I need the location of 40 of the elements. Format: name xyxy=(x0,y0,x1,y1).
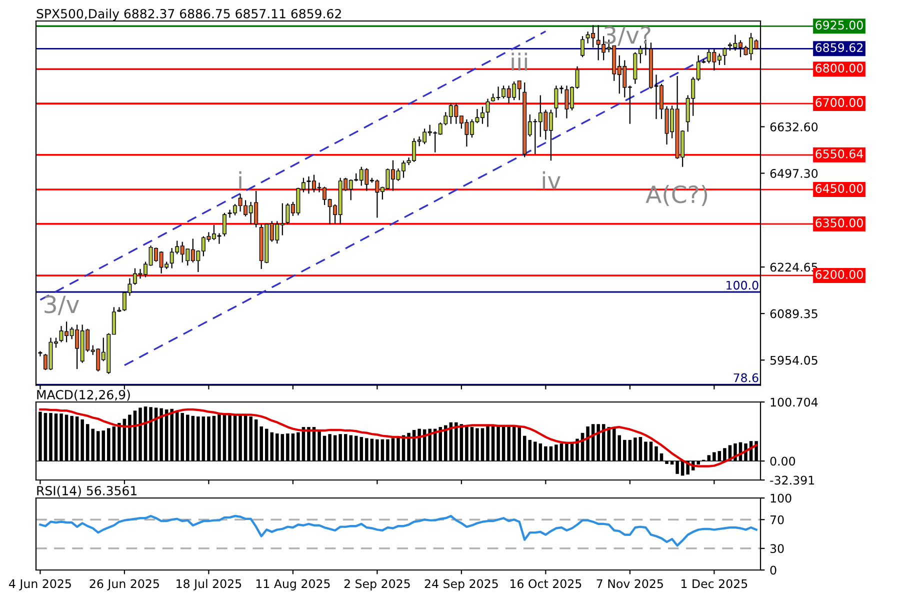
annotation: 78.6 xyxy=(734,373,758,382)
x-tick-label: 1 Dec 2025 xyxy=(682,579,748,588)
x-tick-label: 11 Aug 2025 xyxy=(256,579,330,590)
x-tick-label: 16 Oct 2025 xyxy=(510,579,582,588)
y-tick-label: 0 xyxy=(770,566,776,575)
x-tick-label: 26 Jun 2025 xyxy=(90,579,159,590)
y-tick-label: 30 xyxy=(770,544,784,554)
y-tick-label: 6497.30 xyxy=(770,168,818,178)
ref-line-label: 6859.62 xyxy=(816,43,862,52)
ref-line-label: 6925.00 xyxy=(816,20,863,30)
x-tick-label: 7 Nov 2025 xyxy=(596,579,663,588)
chart-title: MACD(12,26,9) xyxy=(37,390,130,401)
y-tick-label: 0.00 xyxy=(770,456,796,466)
y-tick-label: 6632.60 xyxy=(770,122,818,132)
ref-line-label: 6800.00 xyxy=(816,64,863,73)
annotation: A(C?) xyxy=(646,184,708,206)
annotation: iii xyxy=(512,52,527,71)
ref-line-label: 6350.00 xyxy=(816,218,863,228)
annotation: iv xyxy=(542,171,561,190)
x-tick-label: 2 Sep 2025 xyxy=(344,579,410,590)
ref-line-label: 6200.00 xyxy=(816,270,863,279)
annotation: 100.0 xyxy=(726,280,758,290)
y-tick-label: 6224.65 xyxy=(770,262,818,272)
y-tick-label: 70 xyxy=(770,515,784,524)
x-tick-label: 18 Jul 2025 xyxy=(176,579,242,590)
annotation: 3/v? xyxy=(604,26,650,46)
y-tick-label: 6089.35 xyxy=(770,309,818,318)
annotation: 3/v xyxy=(44,295,80,316)
ref-line-label: 6550.64 xyxy=(816,149,863,158)
y-tick-label: -32.391 xyxy=(770,476,814,485)
y-tick-label: 100.704 xyxy=(770,398,818,407)
chart-title: SPX500,Daily 6882.37 6886.75 6857.11 6859.62 xyxy=(36,8,341,21)
chart-title: RSI(14) 56.3561 xyxy=(37,486,136,497)
y-tick-label: 100 xyxy=(770,494,792,503)
x-tick-label: 24 Sep 2025 xyxy=(424,579,498,590)
ref-line-label: 6450.00 xyxy=(816,184,863,193)
ref-line-label: 6700.00 xyxy=(816,98,863,107)
y-tick-label: 5954.05 xyxy=(770,356,818,365)
x-tick-label: 4 Jun 2025 xyxy=(9,579,71,590)
annotation: i xyxy=(239,171,242,190)
